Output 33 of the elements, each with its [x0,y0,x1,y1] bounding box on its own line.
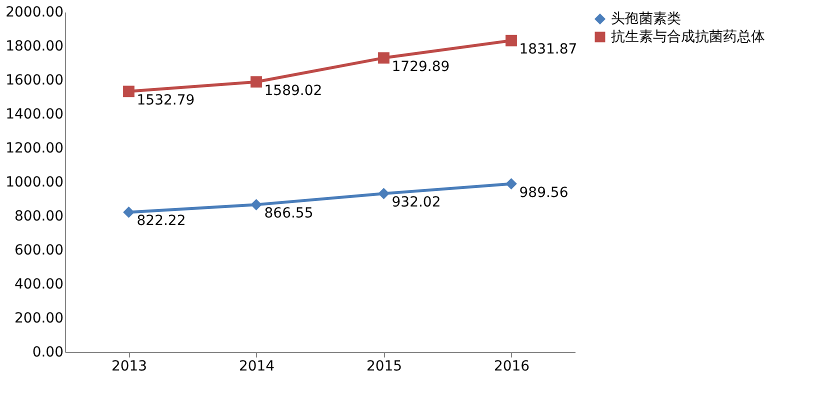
point [506,34,517,46]
point [250,198,262,210]
x-tick-label: 2013 [111,358,148,374]
point [378,52,390,64]
x-tick-label: 2016 [494,358,530,374]
data-label: 1831.87 [519,42,578,58]
y-tick-label: 0.00 [32,344,64,360]
y-tick-label: 1800.00 [6,38,64,54]
x-tick-label: 2015 [366,358,402,374]
legend-label: 头孢菌素类 [611,11,681,27]
point [250,76,262,88]
data-label: 932.02 [392,194,441,211]
x-tick-label: 2014 [238,358,275,374]
point [123,86,134,98]
point [506,178,517,190]
y-tick-label: 400.00 [14,276,64,292]
point [378,188,390,200]
y-tick-label: 1600.00 [6,72,64,88]
data-label: 822.22 [136,213,186,230]
legend-label: 抗生素与合成抗菌药总体 [611,29,765,45]
data-label: 866.55 [264,206,314,222]
data-label: 989.56 [519,184,568,201]
data-label: 1589.02 [264,82,322,99]
y-tick-label: 800.00 [14,208,64,224]
data-label: 1532.79 [136,92,195,108]
y-tick-label: 200.00 [14,310,64,326]
y-tick-label: 2000.00 [6,4,64,20]
y-tick-label: 1000.00 [6,174,64,190]
point [123,206,134,218]
y-tick-label: 600.00 [14,242,64,258]
y-tick-label: 1400.00 [6,106,64,122]
data-label: 1729.89 [392,58,450,75]
y-tick-label: 1200.00 [6,140,64,156]
